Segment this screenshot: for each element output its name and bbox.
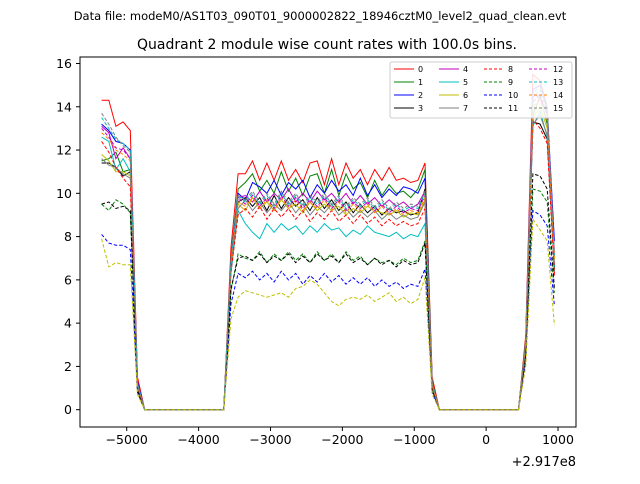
legend-label-6: 6 <box>463 91 468 100</box>
series-line-12 <box>101 92 555 411</box>
x-tick-label: −4000 <box>177 432 219 447</box>
x-tick-label: 0 <box>482 432 490 447</box>
suptitle: Data file: modeM0/AS1T03_090T01_90000028… <box>74 9 567 23</box>
x-tick-label: −1000 <box>393 432 435 447</box>
legend-label-0: 0 <box>418 65 423 74</box>
legend-label-1: 1 <box>418 78 423 87</box>
legend-label-4: 4 <box>463 65 468 74</box>
legend-label-15: 15 <box>553 104 563 113</box>
x-tick-label: −2000 <box>321 432 363 447</box>
x-tick-label: −5000 <box>106 432 148 447</box>
y-tick-label: 10 <box>56 186 72 201</box>
y-tick-label: 12 <box>56 143 72 158</box>
legend-label-2: 2 <box>418 91 423 100</box>
series-line-7 <box>101 114 555 411</box>
series-line-1 <box>101 94 555 411</box>
series-line-4 <box>101 92 555 411</box>
series-line-10 <box>101 209 555 411</box>
series-line-9 <box>101 188 555 411</box>
series-line-2 <box>101 84 555 411</box>
series-line-0 <box>101 73 555 411</box>
series-line-5 <box>101 109 555 411</box>
legend-label-11: 11 <box>508 104 518 113</box>
x-tick-label: −3000 <box>249 432 291 447</box>
x-tick-label: 1000 <box>542 432 574 447</box>
series-line-14 <box>101 99 555 411</box>
legend-label-14: 14 <box>553 91 563 100</box>
x-axis-offset-text: +2.917e8 <box>512 455 576 470</box>
legend-label-8: 8 <box>508 65 513 74</box>
legend-label-5: 5 <box>463 78 468 87</box>
legend-label-3: 3 <box>418 104 423 113</box>
series-line-8 <box>101 118 555 411</box>
y-tick-label: 16 <box>56 56 72 71</box>
x-axis-ticks: −5000 −4000 −3000 −2000 −1000 0 1000 <box>106 427 574 447</box>
y-tick-label: 0 <box>64 402 72 417</box>
series-line-15 <box>101 84 555 411</box>
y-axis-ticks: 0 2 4 6 8 10 12 14 16 <box>56 56 80 417</box>
legend-label-10: 10 <box>508 91 518 100</box>
legend-label-9: 9 <box>508 78 513 87</box>
y-tick-label: 14 <box>56 99 72 114</box>
series-line-13 <box>101 88 555 411</box>
chart-title: Quadrant 2 module wise count rates with … <box>137 37 517 53</box>
y-tick-label: 8 <box>64 229 72 244</box>
y-tick-label: 2 <box>64 359 72 374</box>
series-line-3 <box>101 121 555 411</box>
y-tick-label: 4 <box>64 316 72 331</box>
series-line-unlabeled-16 <box>101 217 555 411</box>
legend-label-13: 13 <box>553 78 563 87</box>
plot-frame <box>79 56 577 428</box>
series-group <box>101 73 555 411</box>
legend-label-12: 12 <box>553 65 563 74</box>
legend-label-7: 7 <box>463 104 468 113</box>
legend-box <box>389 61 573 119</box>
y-tick-label: 6 <box>64 272 72 287</box>
